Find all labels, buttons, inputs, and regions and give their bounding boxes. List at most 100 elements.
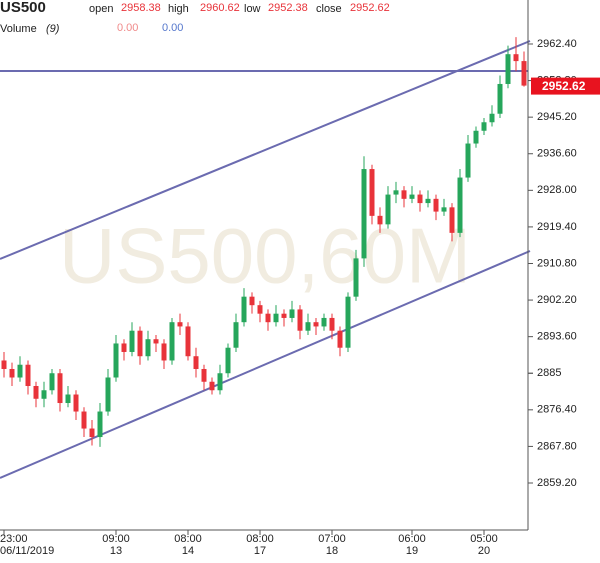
candle-body <box>385 194 391 225</box>
candle-body <box>129 330 135 352</box>
candle-body <box>65 394 71 404</box>
candle-body <box>25 364 31 387</box>
candle-body <box>361 169 367 259</box>
x-tick-sublabel: 20 <box>478 545 490 557</box>
candle-body <box>505 54 511 84</box>
channel-upper <box>0 40 531 260</box>
candle-body <box>289 309 295 318</box>
candle-body <box>489 113 495 123</box>
candle-body <box>425 198 431 204</box>
candle-body <box>241 296 247 323</box>
candle-body <box>89 428 95 438</box>
candle-body <box>177 322 183 327</box>
y-tick-label: 2945.20 <box>537 111 577 123</box>
candle-body <box>465 143 471 178</box>
y-tick-label: 2919.40 <box>537 221 577 233</box>
candle-body <box>481 122 487 131</box>
candle-body <box>145 339 151 357</box>
y-tick-label: 2867.80 <box>537 440 577 452</box>
volume-label: Volume <box>0 23 37 35</box>
ohlc-label: low <box>244 3 261 15</box>
candle-body <box>217 373 223 391</box>
y-tick-label: 2902.20 <box>537 294 577 306</box>
candle-body <box>257 305 263 314</box>
y-tick-label: 2885 <box>537 367 561 379</box>
candle-body <box>409 194 415 199</box>
x-tick-sublabel: 14 <box>182 545 194 557</box>
ohlc-value: 2952.62 <box>350 2 390 14</box>
channel-lower <box>0 250 531 479</box>
candle-body <box>433 198 439 212</box>
candle-body <box>457 177 463 233</box>
x-tick-label: 09:00 <box>102 533 130 545</box>
candle-body <box>105 377 111 412</box>
volume-period: (9) <box>46 23 60 35</box>
x-tick-label: 23:00 <box>0 533 28 545</box>
candle-body <box>201 368 207 382</box>
ohlc-label: close <box>316 3 342 15</box>
volume-value: 0.00 <box>117 22 138 34</box>
candle-body <box>233 322 239 348</box>
candle-body <box>449 207 455 233</box>
candle-body <box>1 360 7 369</box>
x-tick-sublabel: 17 <box>254 545 266 557</box>
candle-body <box>249 296 255 306</box>
y-tick-label: 2876.40 <box>537 404 577 416</box>
candle-body <box>137 330 143 357</box>
candle-body <box>521 61 527 86</box>
candle-body <box>345 296 351 348</box>
candle-body <box>497 83 503 114</box>
candle-body <box>17 364 23 378</box>
y-tick-label: 2962.40 <box>537 38 577 50</box>
candle-body <box>113 343 119 378</box>
candle-body <box>33 386 39 399</box>
candle-body <box>41 390 47 399</box>
candle-body <box>401 190 407 199</box>
y-tick-label: 2859.20 <box>537 477 577 489</box>
y-tick-label: 2893.60 <box>537 331 577 343</box>
candle-body <box>305 322 311 331</box>
x-tick-sublabel: 19 <box>406 545 418 557</box>
candle-body <box>9 368 15 378</box>
candle-body <box>417 194 423 204</box>
ohlc-label: high <box>168 3 189 15</box>
candle-body <box>281 313 287 318</box>
candle-body <box>473 130 479 144</box>
candle-body <box>209 381 215 391</box>
price-label-box <box>531 77 600 95</box>
candle-body <box>393 190 399 195</box>
header: US500 open 2958.38 high 2960.62 low 2952… <box>0 0 390 35</box>
candle-body <box>377 215 383 225</box>
y-tick-label: 2928.00 <box>537 184 577 196</box>
volume-value: 0.00 <box>162 22 183 34</box>
x-tick-sublabel: 13 <box>110 545 122 557</box>
y-tick-label: 2910.80 <box>537 257 577 269</box>
x-tick-label: 08:00 <box>246 533 274 545</box>
x-tick-label: 05:00 <box>470 533 498 545</box>
symbol: US500 <box>0 0 46 16</box>
price-label: 2952.62 <box>542 79 586 93</box>
candle-body <box>73 394 79 412</box>
candle-body <box>81 411 87 429</box>
x-tick-sublabel: 06/11/2019 <box>0 545 54 557</box>
candle-body <box>441 207 447 212</box>
candle-body <box>169 322 175 361</box>
candle-body <box>97 411 103 438</box>
candle-body <box>513 54 519 62</box>
candle-body <box>225 347 231 374</box>
ohlc-label: open <box>89 3 113 15</box>
candle-body <box>313 322 319 327</box>
watermark: US500,60M <box>59 212 471 300</box>
x-tick-sublabel: 18 <box>326 545 338 557</box>
candle-body <box>57 373 63 404</box>
candle-body <box>121 343 127 352</box>
candle-body <box>369 169 375 216</box>
candle-body <box>161 343 167 361</box>
candle-body <box>265 313 271 323</box>
candle-body <box>193 356 199 369</box>
ohlc-value: 2960.62 <box>200 2 240 14</box>
candle-body <box>153 339 159 344</box>
candle-body <box>329 317 335 331</box>
x-tick-label: 07:00 <box>318 533 346 545</box>
